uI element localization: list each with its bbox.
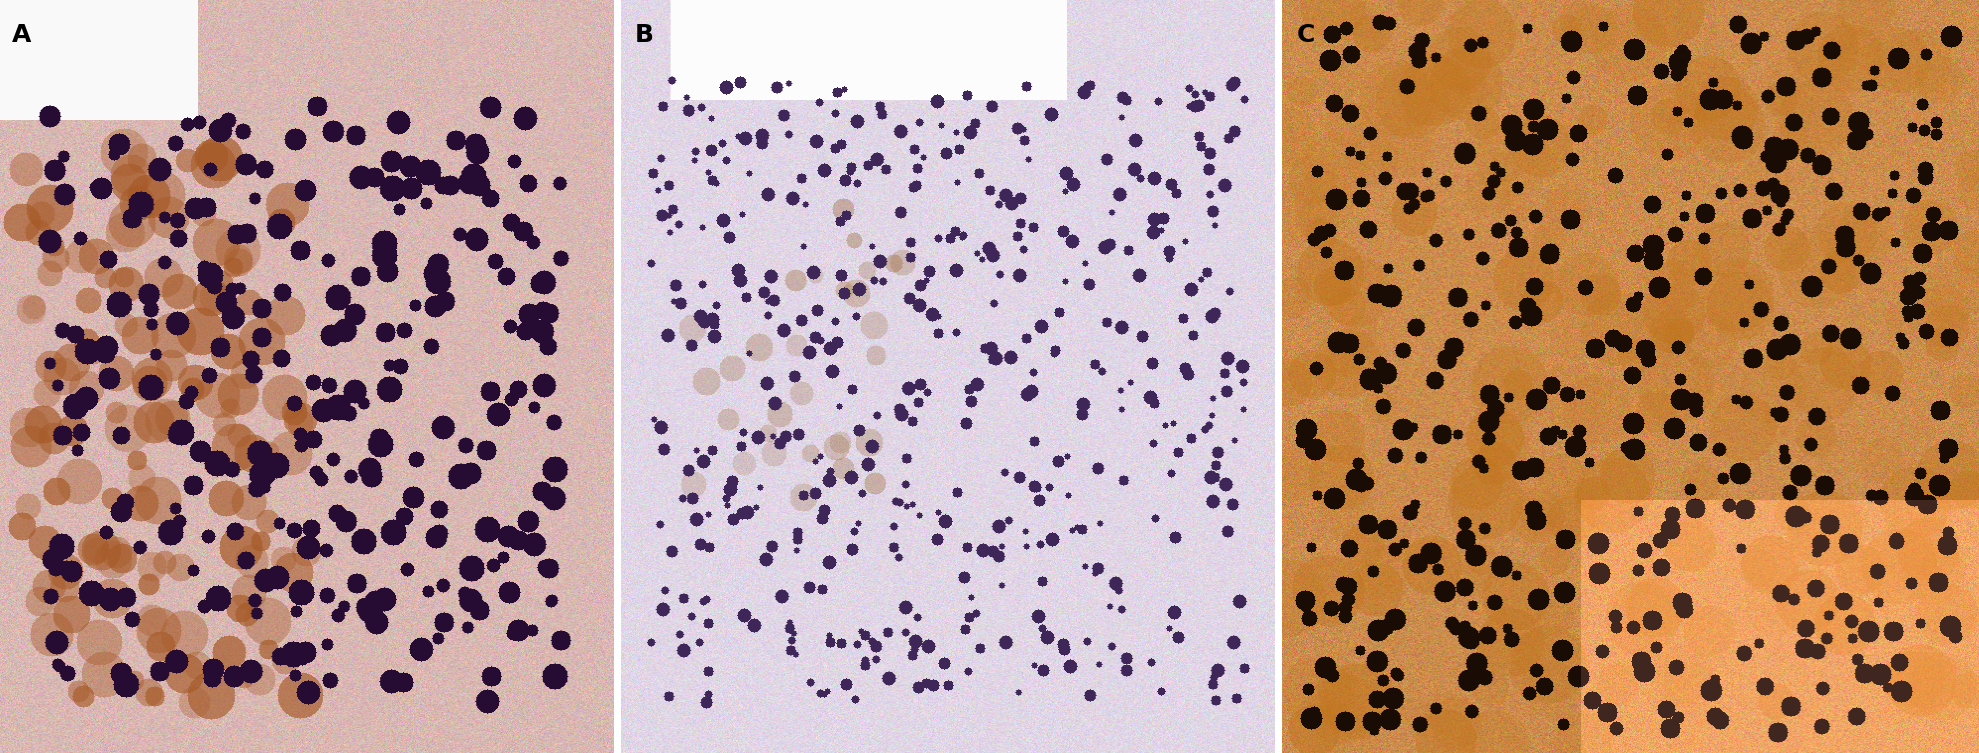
Text: A: A xyxy=(12,23,32,47)
Text: B: B xyxy=(635,23,653,47)
Text: C: C xyxy=(1296,23,1314,47)
